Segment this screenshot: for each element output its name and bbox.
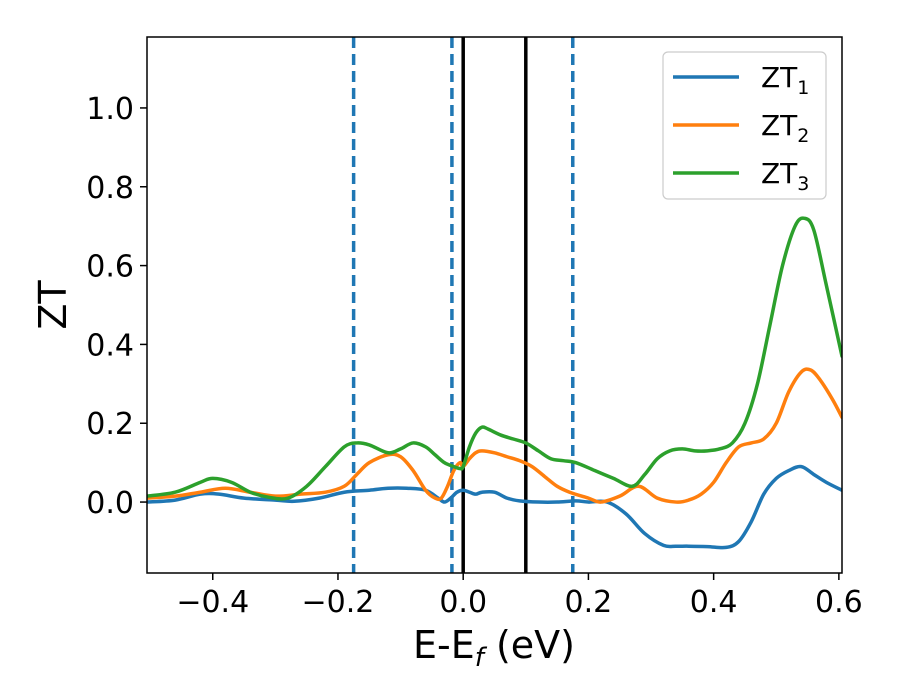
x-tick-label: −0.2 xyxy=(302,585,375,620)
y-axis: 0.0 0.2 0.4 0.6 0.8 1.0 xyxy=(86,92,147,521)
x-axis-title-suffix: (eV) xyxy=(484,623,575,667)
y-tick-label: 0.0 xyxy=(86,486,134,521)
y-tick-label: 0.6 xyxy=(86,250,134,285)
y-tick-label: 0.4 xyxy=(86,328,134,363)
x-tick-label: −0.4 xyxy=(176,585,249,620)
legend-box xyxy=(662,51,827,200)
x-axis: −0.4 −0.2 0.0 0.2 0.4 0.6 xyxy=(176,573,863,620)
x-tick-label: 0.4 xyxy=(690,585,738,620)
series-line-zt2 xyxy=(147,367,842,504)
x-tick-label: 0.6 xyxy=(815,585,863,620)
x-tick-label: 0.2 xyxy=(565,585,613,620)
series-line-zt1 xyxy=(147,464,842,550)
y-tick-label: 1.0 xyxy=(86,92,134,127)
legend-label-zt2: ZT2 xyxy=(761,109,809,147)
x-axis-title: E-Ef (eV) xyxy=(413,623,575,673)
series-group xyxy=(147,216,842,550)
x-axis-title-main: E-E xyxy=(413,623,475,667)
y-tick-label: 0.8 xyxy=(86,171,134,206)
y-axis-title: ZT xyxy=(31,280,75,330)
series-line-zt3 xyxy=(147,216,842,501)
plot-frame xyxy=(146,36,843,574)
x-tick-label: 0.0 xyxy=(439,585,487,620)
reference-lines xyxy=(351,37,575,573)
legend-label-zt3: ZT3 xyxy=(761,157,809,195)
y-tick-label: 0.2 xyxy=(86,407,134,442)
legend: ZT1 ZT2 ZT3 xyxy=(662,51,827,200)
legend-label-zt1: ZT1 xyxy=(761,61,809,99)
